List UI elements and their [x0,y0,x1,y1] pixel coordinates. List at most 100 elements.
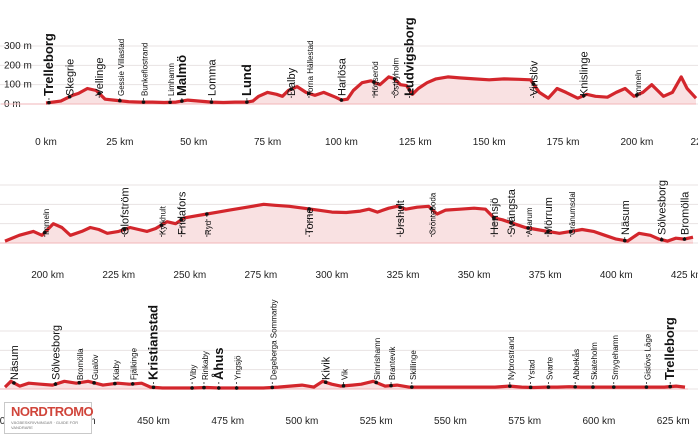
place-label: Urshult [395,200,407,235]
place-dot [168,100,172,105]
place-label: Asarum [525,207,534,235]
place-label: Vik [341,368,350,380]
x-tick-label: 500 km [286,416,319,427]
x-tick-label: 175 km [547,137,580,148]
y-tick-label: 100 m [4,80,32,91]
place-label: Limhamn [167,63,176,96]
place-dot [372,80,376,84]
place-dot [591,385,595,389]
place-dot [234,386,239,390]
x-tick-label: 225 km [102,270,135,281]
place-dot [341,384,346,388]
place-dot [307,91,311,96]
x-tick-label: 75 km [254,137,281,148]
x-tick-label: 375 km [529,270,562,281]
place-dot [47,100,51,105]
place-label: Kyrkhult [158,205,167,235]
place-label: Brantevik [388,346,397,380]
place-dot [159,223,164,227]
x-tick-label: 0 km [35,137,57,148]
place-dot [190,386,194,390]
place-dot [528,385,533,390]
place-dot [67,94,72,99]
place-dot [12,381,16,385]
place-dot [635,93,639,97]
place-dot [339,98,344,102]
place-label: Immeln [42,209,51,235]
place-label: Gränumsdal [568,191,577,235]
place-label: Trelleborg [41,33,56,96]
profile-row-2: Immeln Olofström Kyrkhult Fridafors Ryd Torne… [0,180,698,281]
place-label: Skateholm [590,342,599,380]
place-dot [622,238,627,243]
x-tick-label: 575 km [508,416,541,427]
place-dot [53,382,58,386]
place-dot [180,99,184,103]
place-dot [374,380,378,385]
place-label: Fridafors [176,191,188,235]
place-dot [113,381,117,386]
place-dot [202,385,206,390]
x-tick-label: 600 km [583,416,616,427]
place-dot [410,385,414,389]
place-label: Lund [239,64,254,96]
x-tick-label: 200 km [621,137,654,148]
y-tick-label: 300 m [4,41,32,52]
place-dot [581,93,586,98]
place-label: Åhus [211,348,226,381]
place-dot [130,382,135,386]
place-dot [546,385,551,389]
place-dot [407,88,412,92]
x-tick-label: 625 km [657,416,690,427]
place-label: Högseröd [371,61,380,96]
place-dot [179,218,184,222]
place-dot [682,237,687,241]
place-label: Näsum [620,200,632,235]
place-label: Östbyholm [392,57,401,96]
x-tick-label: 350 km [458,270,491,281]
place-dot [307,207,311,211]
place-label: Abbekås [572,349,581,380]
place-dot [659,237,664,242]
place-label: Torne [304,207,316,235]
place-label: Lomma [206,58,218,96]
place-label: Malmö [174,55,189,96]
place-dot [118,98,122,103]
place-label: Ludvigsborg [401,17,416,96]
place-dot [644,385,649,389]
x-tick-label: 22 [690,137,698,148]
place-dot [508,384,512,388]
place-label: Torna Hällestad [306,40,315,96]
x-tick-label: 300 km [316,270,349,281]
place-dot [323,380,328,385]
place-dot [389,383,393,388]
place-label: Gessie Villastad [117,39,126,96]
place-dot [568,229,573,234]
x-tick-label: 25 km [106,137,133,148]
x-tick-label: 125 km [399,137,432,148]
place-dot [611,385,616,389]
place-label: Yngsjö [234,355,243,380]
place-label: Näsum [9,345,21,380]
logo-subtext: VÄGBESKRIVNINGAR · GUIDE FÖR VANDRARE [11,420,79,430]
place-label: Sölvesborg [657,180,669,235]
elevation-area [5,204,693,243]
place-dot [97,91,101,96]
place-label: Rinkaby [201,351,210,380]
x-tick-label: 475 km [211,416,244,427]
place-label: Bromölla [76,348,85,380]
place-label: Vellinge [94,57,106,96]
place-label: Svarte [545,356,554,380]
place-label: Olofström [119,187,131,235]
x-tick-label: 50 km [180,137,207,148]
place-label: Gislövs Läge [643,333,652,380]
place-label: Harlösa [336,57,348,96]
place-label: Simrishamn [373,338,382,380]
place-label: Gualöv [91,355,100,380]
place-dot [141,100,146,104]
y-tick-label: 200 m [4,60,32,71]
place-dot [209,100,214,104]
place-dot [92,381,96,385]
place-label: Mörrum [543,197,555,235]
